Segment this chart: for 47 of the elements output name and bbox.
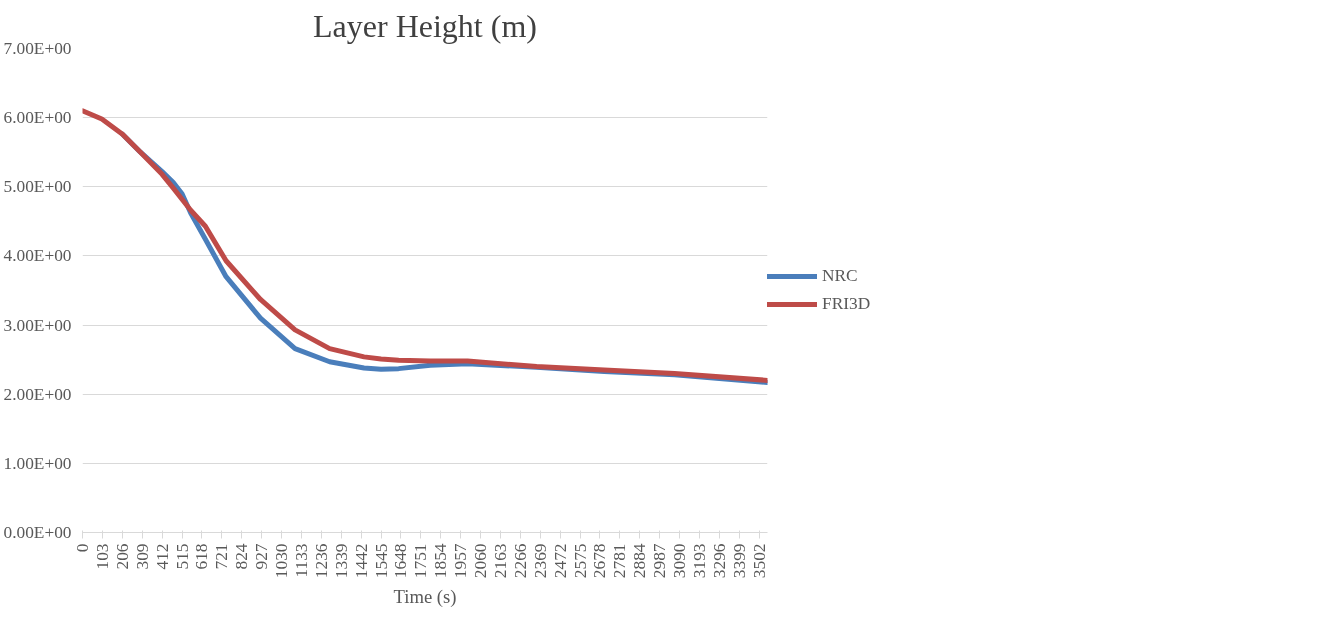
- x-tick-label: 824: [232, 543, 252, 570]
- x-tick-label: 721: [212, 543, 232, 570]
- x-tick-label: 3399: [729, 543, 749, 579]
- x-tick-label: 2575: [570, 543, 590, 579]
- x-tick-label: 1545: [371, 543, 391, 579]
- x-tick-label: 2369: [530, 543, 550, 579]
- x-tick-label: 2678: [590, 543, 610, 579]
- x-tick-label: 103: [92, 543, 112, 570]
- y-tick-label: 3.00E+00: [3, 315, 72, 335]
- x-tick-label: 1957: [451, 543, 471, 579]
- x-tick-label: 1339: [331, 543, 351, 579]
- x-tick-label: 0: [73, 543, 92, 553]
- y-tick-label: 2.00E+00: [3, 384, 72, 404]
- y-tick-label: 4.00E+00: [3, 246, 72, 266]
- x-tick-label: 3090: [670, 543, 690, 579]
- y-tick-label: 7.00E+00: [3, 39, 72, 58]
- x-tick-label: 515: [172, 543, 192, 570]
- x-tick-label: 1648: [391, 543, 411, 579]
- x-tick-label: 1854: [431, 543, 451, 579]
- legend-label: NRC: [822, 266, 858, 286]
- legend-label: FRI3D: [822, 294, 871, 314]
- x-tick-label: 2472: [550, 543, 570, 579]
- x-tick-label: 3502: [749, 543, 769, 579]
- x-tick-label: 927: [252, 543, 272, 570]
- y-tick-label: 1.00E+00: [3, 453, 72, 473]
- x-tick-label: 412: [152, 543, 172, 570]
- x-tick-label: 1751: [411, 543, 431, 579]
- x-tick-label: 1236: [311, 543, 331, 579]
- x-tick-label: 618: [192, 543, 212, 570]
- y-tick-label: 6.00E+00: [3, 108, 72, 128]
- x-tick-label: 3193: [689, 543, 709, 579]
- x-tick-label: 2163: [490, 543, 510, 579]
- y-tick-label: 0.00E+00: [3, 523, 72, 542]
- y-tick-label: 5.00E+00: [3, 177, 72, 197]
- x-tick-label: 1030: [272, 543, 292, 579]
- x-tick-label: 2781: [610, 543, 630, 579]
- x-tick-label: 309: [132, 543, 152, 570]
- x-tick-label: 2884: [630, 543, 650, 579]
- x-tick-label: 206: [112, 543, 132, 570]
- x-tick-label: 2987: [650, 543, 670, 579]
- x-tick-label: 3296: [709, 543, 729, 579]
- chart-title: Layer Height (m): [313, 7, 537, 44]
- x-tick-label: 2060: [471, 543, 491, 579]
- x-tick-label: 2266: [510, 543, 530, 579]
- x-tick-label: 1442: [351, 543, 371, 579]
- x-axis-title: Time (s): [393, 586, 457, 609]
- x-tick-label: 1133: [291, 543, 311, 578]
